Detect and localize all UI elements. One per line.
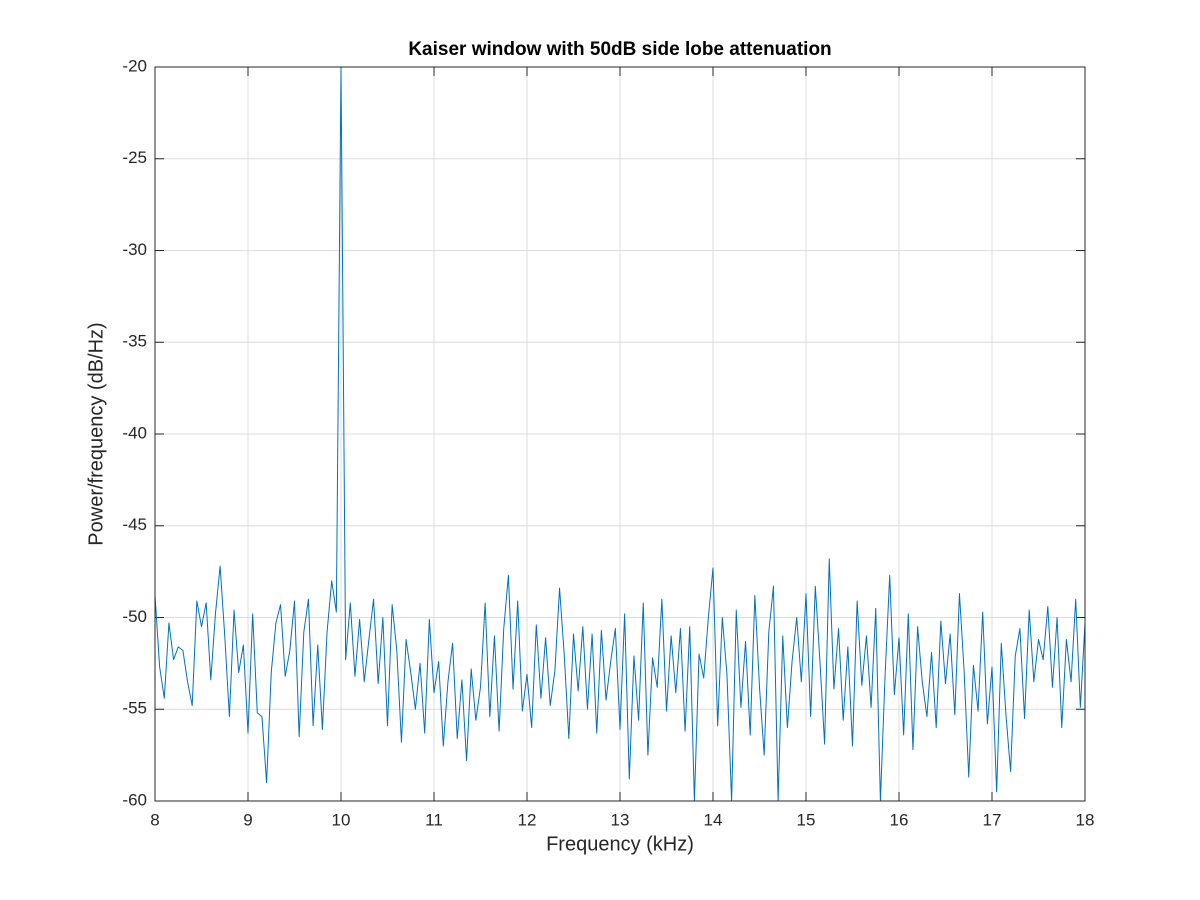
x-tick-label: 14 <box>704 810 723 829</box>
y-tick-label: -35 <box>122 332 147 351</box>
data-line <box>154 66 1086 802</box>
y-tick-label: -25 <box>122 148 147 167</box>
axes-box <box>154 66 1086 802</box>
x-tick-label: 13 <box>611 810 630 829</box>
y-tick-label: -30 <box>122 240 147 259</box>
y-axis-label: Power/frequency (dB/Hz) <box>85 322 107 545</box>
x-tick-label: 11 <box>425 810 443 829</box>
x-tick-label: 16 <box>890 810 909 829</box>
x-axis-label: Frequency (kHz) <box>546 833 694 855</box>
y-tick-label: -60 <box>122 790 147 809</box>
y-tick-label: -20 <box>122 56 147 75</box>
y-tick-label: -55 <box>122 699 147 718</box>
plot-area: 8 9 10 11 12 13 14 15 16 17 18 -60 -55 -50 -45 -40 -35 -3… <box>122 56 1094 829</box>
chart-title: Kaiser window with 50dB side lobe attenu… <box>408 39 831 60</box>
x-tick-label: 12 <box>518 810 537 829</box>
y-tick-label: -40 <box>122 423 147 442</box>
x-tick-label: 8 <box>150 810 159 829</box>
x-tick-label: 9 <box>243 810 252 829</box>
y-tick-label: -45 <box>122 515 147 534</box>
y-tick-label: -50 <box>122 607 147 626</box>
x-tick-label: 18 <box>1076 810 1095 829</box>
x-tick-label: 15 <box>797 810 816 829</box>
x-tick-label: 10 <box>332 810 351 829</box>
x-tick-label: 17 <box>983 810 1002 829</box>
